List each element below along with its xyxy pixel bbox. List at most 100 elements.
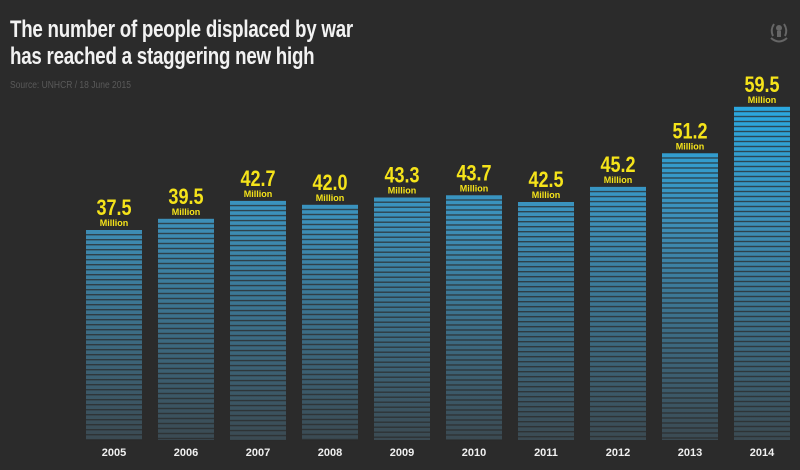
value-label: 43.3 bbox=[384, 164, 419, 188]
bar-stripe bbox=[158, 372, 214, 375]
bar-stripe bbox=[734, 410, 790, 413]
bar-stripe bbox=[86, 289, 142, 291]
bar-stripe bbox=[230, 414, 286, 417]
bar-stripe bbox=[158, 432, 214, 435]
bar-stripe bbox=[590, 295, 646, 298]
bar-stripe bbox=[662, 397, 718, 399]
bar-stripe bbox=[446, 234, 502, 236]
bar-stripe bbox=[86, 359, 142, 361]
bar-stripe bbox=[734, 390, 790, 393]
bar-stripe bbox=[230, 404, 286, 407]
x-tick-label: 2012 bbox=[606, 447, 630, 459]
bar-stripe bbox=[446, 439, 502, 441]
bar-stripe bbox=[230, 204, 286, 207]
bar-stripe bbox=[86, 284, 142, 286]
bar-stripe bbox=[446, 254, 502, 256]
bar-stripe bbox=[230, 264, 286, 267]
bar-stripe bbox=[446, 349, 502, 351]
bar-stripe bbox=[374, 421, 430, 423]
bar-stripe bbox=[734, 175, 790, 178]
bar-stripe bbox=[158, 387, 214, 390]
bar-stripe bbox=[158, 392, 214, 395]
bar-stripe bbox=[590, 380, 646, 383]
bar-stripe bbox=[86, 264, 142, 266]
bar-stripe bbox=[302, 378, 358, 381]
bar-stripe bbox=[590, 230, 646, 233]
bar-stripe bbox=[86, 324, 142, 326]
bar-stripe bbox=[734, 315, 790, 318]
bar-stripe bbox=[230, 314, 286, 317]
bar-stripe bbox=[302, 368, 358, 371]
bar-stripe bbox=[662, 357, 718, 359]
bar-stripe bbox=[590, 395, 646, 398]
value-label: 45.2 bbox=[600, 153, 635, 177]
bar-stripe bbox=[158, 352, 214, 355]
bar-stripe bbox=[230, 369, 286, 372]
x-tick-label: 2007 bbox=[246, 447, 270, 459]
bar-stripe bbox=[374, 256, 430, 258]
bar-stripe bbox=[86, 299, 142, 301]
bar-stripe bbox=[446, 214, 502, 216]
bar-stripe bbox=[662, 427, 718, 429]
bar-stripe bbox=[590, 275, 646, 278]
bar-stripe bbox=[518, 231, 574, 233]
bar-stripe bbox=[230, 244, 286, 247]
bar-stripe bbox=[590, 255, 646, 258]
bar-stripe bbox=[662, 352, 718, 354]
value-label: 42.5 bbox=[528, 168, 563, 192]
bar-stripe bbox=[518, 216, 574, 218]
bar-stripe bbox=[734, 195, 790, 198]
bar-stripe bbox=[230, 424, 286, 427]
bar-stripe bbox=[302, 333, 358, 336]
bar-stripe bbox=[662, 227, 718, 229]
bar-stripe bbox=[230, 284, 286, 287]
value-label: 39.5 bbox=[168, 185, 203, 209]
bar-stripe bbox=[302, 263, 358, 266]
bar-stripe bbox=[734, 180, 790, 183]
bar-stripe bbox=[374, 371, 430, 373]
value-label: 43.7 bbox=[456, 162, 491, 186]
bar-stripe bbox=[302, 343, 358, 346]
bar-stripe bbox=[302, 208, 358, 211]
bar-stripe bbox=[590, 385, 646, 388]
bar-stripe bbox=[662, 202, 718, 204]
bar-stripe bbox=[158, 312, 214, 315]
bar-stripe bbox=[518, 311, 574, 313]
bar-stripe bbox=[158, 247, 214, 250]
bar-stripe bbox=[662, 192, 718, 194]
bar-stripe bbox=[734, 400, 790, 403]
bar-stripe bbox=[374, 416, 430, 418]
bar-stripe bbox=[446, 274, 502, 276]
bar-stripe bbox=[158, 222, 214, 225]
bar-stripe bbox=[374, 426, 430, 428]
bar-stripe bbox=[590, 425, 646, 428]
bar-stripe bbox=[590, 285, 646, 288]
bar-stripe bbox=[230, 344, 286, 347]
bar-stripe bbox=[374, 321, 430, 323]
bar-stripe bbox=[662, 432, 718, 434]
bar-stripe bbox=[446, 319, 502, 321]
bar-stripe bbox=[158, 232, 214, 235]
bar-2012 bbox=[590, 186, 646, 440]
x-tick-label: 2008 bbox=[318, 447, 342, 459]
bar-stripe bbox=[230, 359, 286, 362]
bar-stripe bbox=[518, 421, 574, 423]
bar-stripe bbox=[302, 413, 358, 416]
bar-stripe bbox=[446, 339, 502, 341]
bar-stripe bbox=[86, 309, 142, 311]
bar-stripe bbox=[734, 360, 790, 363]
bar-stripe bbox=[158, 297, 214, 300]
bar-stripe bbox=[374, 346, 430, 348]
bar-stripe bbox=[662, 387, 718, 389]
bar-stripe bbox=[518, 411, 574, 413]
bar-stripe bbox=[446, 259, 502, 261]
bar-stripe bbox=[662, 237, 718, 239]
bar-stripe bbox=[590, 345, 646, 348]
bar-stripe bbox=[518, 206, 574, 208]
bar-stripe bbox=[446, 209, 502, 211]
chart-title: The number of people displaced by war ha… bbox=[10, 16, 353, 70]
unit-label: Million bbox=[460, 183, 489, 193]
bar-stripe bbox=[374, 436, 430, 438]
bar-stripe bbox=[590, 200, 646, 203]
bar-stripe bbox=[734, 215, 790, 218]
